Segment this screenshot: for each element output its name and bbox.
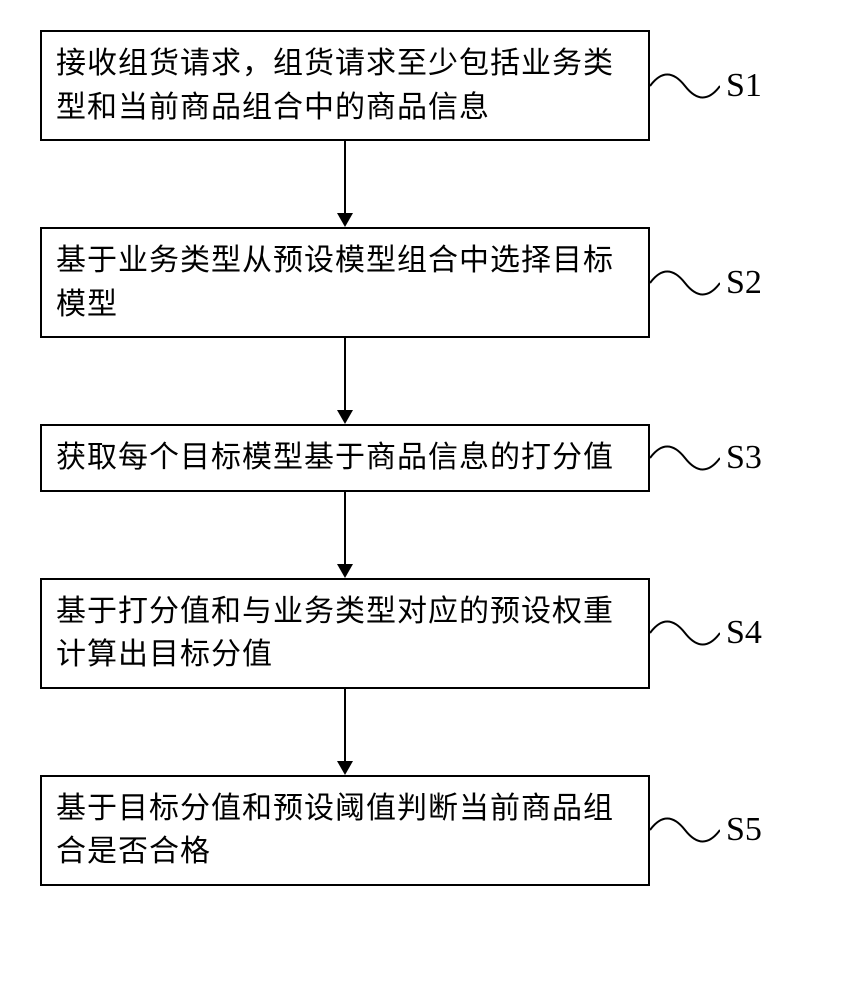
step-text: 获取每个目标模型基于商品信息的打分值 bbox=[56, 441, 614, 474]
step-text: 接收组货请求，组货请求至少包括业务类型和当前商品组合中的商品信息 bbox=[56, 47, 614, 124]
flowchart-container: 接收组货请求，组货请求至少包括业务类型和当前商品组合中的商品信息 S1 基于业务… bbox=[40, 30, 820, 886]
arrow-down-icon bbox=[333, 338, 357, 424]
step-box-s5: 基于目标分值和预设阈值判断当前商品组合是否合格 bbox=[40, 775, 650, 886]
flowchart-step: 基于打分值和与业务类型对应的预设权重计算出目标分值 S4 bbox=[40, 578, 820, 689]
step-box-s2: 基于业务类型从预设模型组合中选择目标模型 bbox=[40, 227, 650, 338]
wave-icon bbox=[650, 61, 720, 111]
step-label: S2 bbox=[726, 264, 762, 302]
flow-arrow bbox=[40, 492, 650, 578]
step-connector: S4 bbox=[650, 608, 762, 658]
step-connector: S3 bbox=[650, 433, 762, 483]
wave-icon bbox=[650, 258, 720, 308]
step-label: S1 bbox=[726, 67, 762, 105]
flowchart-step: 获取每个目标模型基于商品信息的打分值 S3 bbox=[40, 424, 820, 492]
arrow-down-icon bbox=[333, 141, 357, 227]
step-label: S3 bbox=[726, 439, 762, 477]
step-connector: S1 bbox=[650, 61, 762, 111]
step-box-s3: 获取每个目标模型基于商品信息的打分值 bbox=[40, 424, 650, 492]
step-box-s4: 基于打分值和与业务类型对应的预设权重计算出目标分值 bbox=[40, 578, 650, 689]
step-box-s1: 接收组货请求，组货请求至少包括业务类型和当前商品组合中的商品信息 bbox=[40, 30, 650, 141]
flow-arrow bbox=[40, 689, 650, 775]
flowchart-step: 基于业务类型从预设模型组合中选择目标模型 S2 bbox=[40, 227, 820, 338]
step-text: 基于打分值和与业务类型对应的预设权重计算出目标分值 bbox=[56, 595, 614, 672]
step-connector: S2 bbox=[650, 258, 762, 308]
flowchart-step: 接收组货请求，组货请求至少包括业务类型和当前商品组合中的商品信息 S1 bbox=[40, 30, 820, 141]
step-label: S4 bbox=[726, 614, 762, 652]
step-text: 基于业务类型从预设模型组合中选择目标模型 bbox=[56, 244, 614, 321]
step-label: S5 bbox=[726, 811, 762, 849]
flow-arrow bbox=[40, 141, 650, 227]
step-connector: S5 bbox=[650, 805, 762, 855]
wave-icon bbox=[650, 433, 720, 483]
wave-icon bbox=[650, 805, 720, 855]
wave-icon bbox=[650, 608, 720, 658]
flow-arrow bbox=[40, 338, 650, 424]
arrow-down-icon bbox=[333, 492, 357, 578]
flowchart-step: 基于目标分值和预设阈值判断当前商品组合是否合格 S5 bbox=[40, 775, 820, 886]
arrow-down-icon bbox=[333, 689, 357, 775]
step-text: 基于目标分值和预设阈值判断当前商品组合是否合格 bbox=[56, 792, 614, 869]
